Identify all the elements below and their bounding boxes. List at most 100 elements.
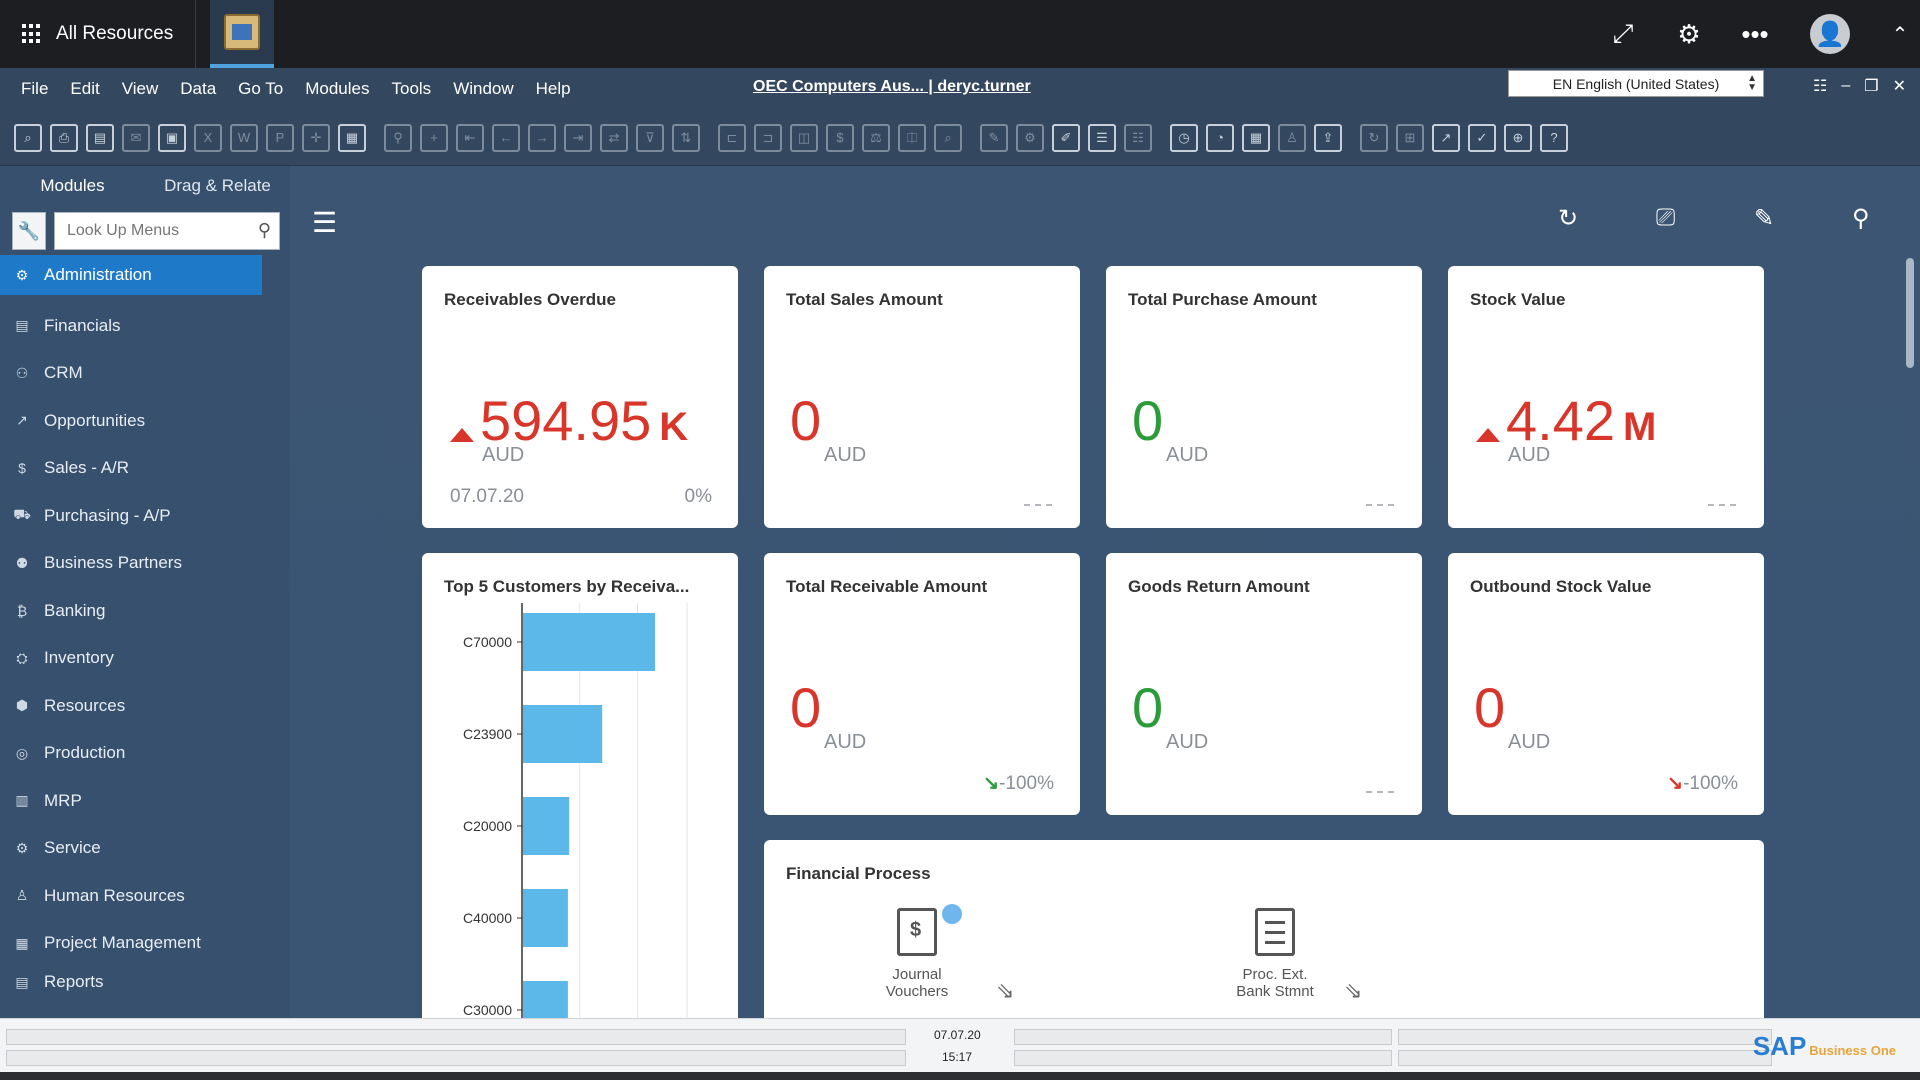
tab-modules[interactable]: Modules <box>40 176 105 195</box>
target-doc-icon[interactable]: ⊐ <box>754 123 782 152</box>
card-receivables-overdue[interactable]: Receivables Overdue 594.95 K AUD 07.07.20… <box>422 266 738 528</box>
move-icon[interactable]: ✛ <box>302 123 330 152</box>
sap-b1-app-tile[interactable] <box>210 0 275 68</box>
chart-bar[interactable] <box>523 613 655 671</box>
settings-doc-icon[interactable]: ⚙ <box>1016 123 1044 152</box>
print-icon[interactable]: ⎙ <box>50 123 78 152</box>
sidebar-item-administration[interactable]: ⚙ Administration <box>0 255 262 295</box>
chat-icon[interactable]: ☷ <box>1124 123 1152 152</box>
menu-edit[interactable]: Edit <box>70 79 100 98</box>
balance-icon[interactable]: ⚖ <box>862 123 890 152</box>
chart-bar[interactable] <box>523 889 568 947</box>
chart-bar[interactable] <box>523 797 570 855</box>
menu-help[interactable]: Help <box>535 79 571 98</box>
form-settings-icon[interactable]: ▦ <box>338 123 366 152</box>
card-total-sales[interactable]: Total Sales Amount 0 AUD <box>764 266 1080 528</box>
trace-icon[interactable]: ⌕ <box>934 123 962 152</box>
wrench-icon[interactable]: 🔧 <box>12 212 46 250</box>
pdf-icon[interactable]: P <box>266 123 294 152</box>
filter-icon[interactable]: ⊽ <box>636 123 664 152</box>
gear-icon[interactable]: ⚙ <box>1677 18 1701 49</box>
cockpit-folder-icon[interactable]: ⎚ <box>1656 204 1676 231</box>
send-email-icon[interactable]: ✉ <box>122 123 150 152</box>
sidebar-item-inventory[interactable]: ⛭ Inventory <box>0 635 290 683</box>
sidebar-item-service[interactable]: ⚙ Service <box>0 825 290 873</box>
sidebar-item-opportunities[interactable]: ↗ Opportunities <box>0 397 290 445</box>
word-icon[interactable]: W <box>230 123 258 152</box>
all-resources-button[interactable]: All Resources <box>0 0 197 68</box>
calculator-icon[interactable]: ▦ <box>1242 123 1270 152</box>
sidebar-item-reports[interactable]: ▤ Reports <box>0 967 290 997</box>
refresh-icon[interactable]: ↻ <box>1558 205 1579 232</box>
menu-view[interactable]: View <box>121 79 159 98</box>
hamburger-menu-icon[interactable]: ☰ <box>312 207 338 238</box>
excel-icon[interactable]: X <box>194 123 222 152</box>
transaction-icon[interactable]: ⎅ <box>898 123 926 152</box>
sidebar-item-sales-ar[interactable]: $ Sales - A/R <box>0 445 290 493</box>
process-step-journal-vouchers[interactable]: $ Journal Vouchers <box>872 908 962 1000</box>
chevron-up-icon[interactable]: ⌃ <box>1891 23 1909 46</box>
menu-tools[interactable]: Tools <box>391 79 432 98</box>
expand-icon[interactable]: ⤢ <box>1612 18 1634 48</box>
chart-bar[interactable] <box>523 981 568 1018</box>
card-stock-value[interactable]: Stock Value 4.42 M AUD <box>1448 266 1764 528</box>
card-goods-return[interactable]: Goods Return Amount 0 AUD <box>1106 553 1422 815</box>
company-user-link[interactable]: OEC Computers Aus... | deryc.turner <box>753 78 1031 95</box>
restore-icon[interactable]: ❐ <box>1864 78 1879 95</box>
pencil-icon[interactable]: ✎ <box>1754 205 1775 232</box>
export-icon[interactable]: ↗ <box>1432 123 1460 152</box>
payment-means-icon[interactable]: $ <box>826 123 854 152</box>
sidebar-item-business-partners[interactable]: ⚉ Business Partners <box>0 540 290 588</box>
previous-record-icon[interactable]: ← <box>492 123 520 152</box>
calendar-icon[interactable]: ◷ <box>1170 123 1198 152</box>
tab-drag-relate[interactable]: Drag & Relate <box>164 176 271 195</box>
preview-icon[interactable]: ▣ <box>158 123 186 152</box>
menu-goto[interactable]: Go To <box>238 79 284 98</box>
menu-data[interactable]: Data <box>180 79 217 98</box>
user-avatar-icon[interactable]: 👤 <box>1810 14 1850 54</box>
close-icon[interactable]: ✕ <box>1892 78 1906 95</box>
menu-modules[interactable]: Modules <box>305 79 370 98</box>
add-icon[interactable]: + <box>420 123 448 152</box>
language-select[interactable]: EN English (United States) ▲ ▼ <box>1508 70 1764 97</box>
minimize-icon[interactable]: – <box>1841 77 1851 94</box>
sidebar-item-banking[interactable]: ₿ Banking <box>0 587 290 635</box>
chart-bar[interactable] <box>523 705 603 763</box>
web-icon[interactable]: ⊕ <box>1504 123 1532 152</box>
base-doc-icon[interactable]: ⊏ <box>718 123 746 152</box>
card-top5-customers[interactable]: Top 5 Customers by Receiva... C70000 C239… <box>422 553 738 1018</box>
edit-icon[interactable]: ✎ <box>980 123 1008 152</box>
print-preview-icon[interactable]: ▤ <box>86 123 114 152</box>
more-icon[interactable]: ••• <box>1741 18 1769 49</box>
refresh-record-icon[interactable]: ⇄ <box>600 123 628 152</box>
card-total-purchase[interactable]: Total Purchase Amount 0 AUD <box>1106 266 1422 528</box>
form-designer-icon[interactable]: ✐ <box>1052 123 1080 152</box>
process-step-bank-statement[interactable]: Proc. Ext. Bank Stmnt <box>1220 908 1330 1000</box>
menu-search-input[interactable] <box>67 222 247 240</box>
card-financial-process[interactable]: Financial Process $ Journal Vouchers ⇘ P… <box>764 840 1764 1018</box>
sidebar-item-resources[interactable]: ⬢ Resources <box>0 682 290 730</box>
sidebar-item-purchasing-ap[interactable]: ⛟ Purchasing - A/P <box>0 492 290 540</box>
content-scrollbar[interactable] <box>1906 258 1914 368</box>
sidebar-item-crm[interactable]: ⚇ CRM <box>0 350 290 398</box>
search-icon[interactable]: ⚲ <box>1852 205 1870 232</box>
binoculars-icon[interactable]: ⚲ <box>384 123 412 152</box>
menu-window[interactable]: Window <box>453 79 514 98</box>
info-badge-icon[interactable] <box>942 904 962 924</box>
menu-file[interactable]: File <box>21 79 49 98</box>
help-icon[interactable]: ? <box>1540 123 1568 152</box>
sort-icon[interactable]: ⇅ <box>672 123 700 152</box>
sidebar-item-project-management[interactable]: ▦ Project Management <box>0 920 290 968</box>
messages-icon[interactable]: ☰ <box>1088 123 1116 152</box>
search-icon[interactable]: ⚲ <box>257 220 271 240</box>
card-total-receivable[interactable]: Total Receivable Amount 0 AUD ↘-100% <box>764 553 1080 815</box>
org-icon[interactable]: ♙ <box>1278 123 1306 152</box>
last-record-icon[interactable]: ⇥ <box>564 123 592 152</box>
layout-icon[interactable]: ☷ <box>1813 78 1828 95</box>
first-record-icon[interactable]: ⇤ <box>456 123 484 152</box>
gross-profit-icon[interactable]: ◫ <box>790 123 818 152</box>
sidebar-item-human-resources[interactable]: ♙ Human Resources <box>0 872 290 920</box>
find-icon[interactable]: ⌕ <box>14 123 42 152</box>
upload-icon[interactable]: ⇪ <box>1314 123 1342 152</box>
sidebar-item-mrp[interactable]: ▥ MRP <box>0 777 290 825</box>
